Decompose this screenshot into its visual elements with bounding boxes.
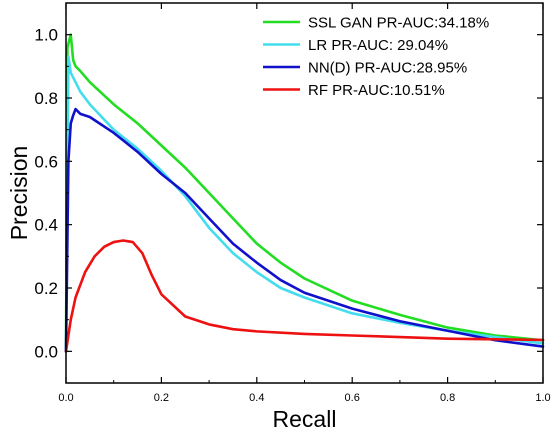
y-tick-label: 1.0 [34,26,58,45]
y-tick-label: 0.0 [34,342,58,361]
legend-label-3: NN(D) PR-AUC:28.95% [308,60,467,77]
x-tick-label: 0.2 [154,392,169,404]
y-axis: 0.0 0.2 0.4 0.6 0.8 1.0 [34,26,543,384]
legend-label-4: RF PR-AUC:10.51% [308,82,445,99]
series-line-4 [64,239,545,353]
y-axis-label: Precision [6,146,32,241]
y-tick-label: 0.2 [34,279,58,298]
series-line-2 [64,55,545,353]
legend-label-2: LR PR-AUC: 29.04% [308,37,448,54]
y-tick-label: 0.4 [34,216,58,235]
plot-frame [65,2,544,384]
y-tick-label: 0.6 [34,152,58,171]
series-line-1 [64,33,545,353]
x-axis-label: Recall [273,406,337,432]
x-tick-label: 0.8 [440,392,455,404]
y-tick-label: 0.8 [34,89,58,108]
legend-label-1: SSL GAN PR-AUC:34.18% [308,15,489,32]
x-tick-label: 0.6 [345,392,360,404]
x-axis: 0.0 0.2 0.4 0.6 0.8 1.0 [58,3,551,404]
x-tick-label: 0.4 [249,392,264,404]
series-layer [64,33,545,353]
x-tick-label: 1.0 [535,392,550,404]
series-line-3 [64,107,545,353]
x-tick-label: 0.0 [58,392,73,404]
legend: SSL GAN PR-AUC:34.18% LR PR-AUC: 29.04% NN… [263,15,489,99]
